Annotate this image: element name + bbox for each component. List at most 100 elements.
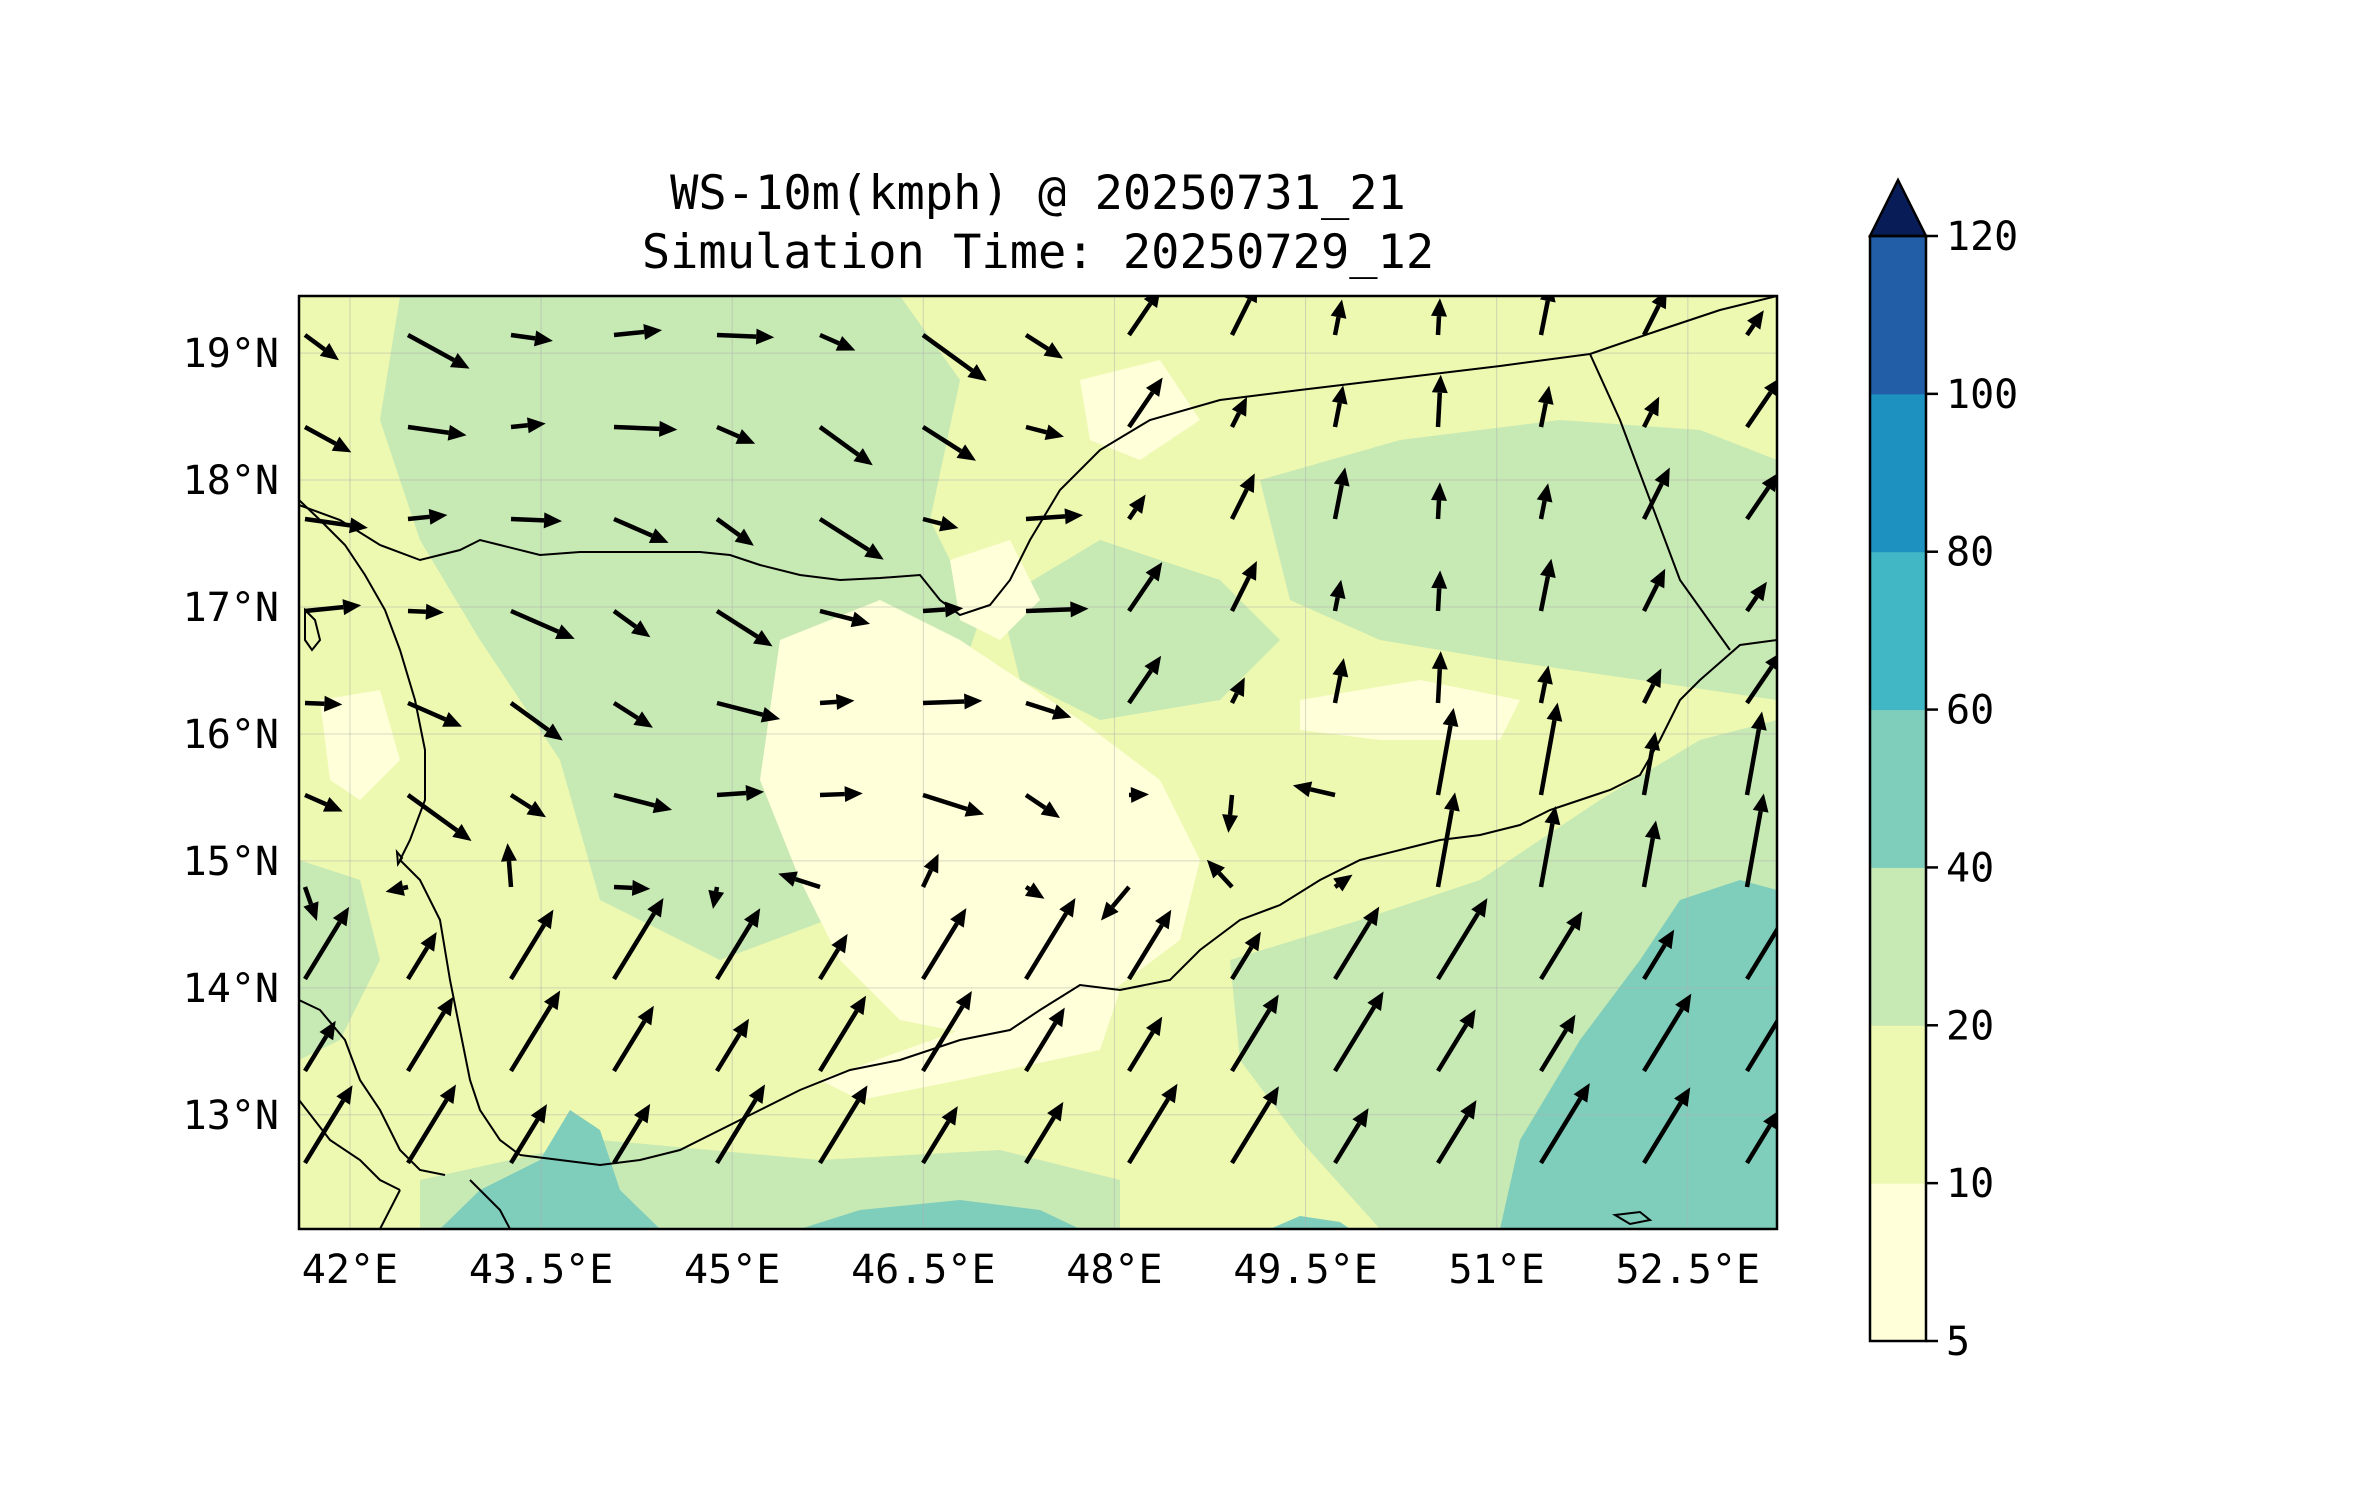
wind-arrow-104 [1744,793,1769,888]
colorbar-segment-3 [1870,709,1926,868]
wind-arrow-92 [500,843,517,888]
wind-arrow-137 [509,1104,547,1165]
wind-arrow-55 [1329,579,1346,612]
lon-tick-label-5: 49.5°E [1233,1247,1378,1293]
wind-arrow-18 [613,420,678,437]
wind-arrow-52 [1025,601,1089,618]
wind-arrow-132 [1539,1014,1576,1073]
coastline-horn-africa [299,999,446,1176]
wind-arrow-1 [406,333,470,369]
colorbar-segment-1 [1870,1025,1926,1184]
wind-arrow-102 [1538,805,1561,888]
wind-arrow-63 [612,701,653,728]
wind-arrow-5 [819,332,856,351]
colorbar-tick-label-2: 20 [1946,1003,1994,1049]
wind-arrow-136 [406,1084,456,1165]
wind-arrow-75 [304,792,343,812]
latitude-tick-labels: 19°N 18°N 17°N 16°N 15°N 14°N 13°N [183,331,279,1139]
colorbar-segment-5 [1870,393,1926,553]
wind-arrow-89 [1744,711,1767,796]
wind-arrow-65 [819,693,855,710]
wind-arrow-149 [1745,1111,1777,1165]
wind-arrow-82 [1024,793,1061,818]
wind-arrow-50 [819,608,871,628]
lon-tick-label-2: 45°E [684,1247,780,1293]
island-socotra [1611,1210,1653,1226]
wind-arrow-8 [1127,296,1160,337]
wind-arrow-13 [1641,296,1667,337]
wind-arrow-116 [1436,898,1488,981]
colorbar-segments [1870,236,1926,1342]
lat-tick-label-6: 13°N [183,1093,279,1139]
wind-arrow-141 [921,1106,958,1165]
wind-arrow-86 [1435,707,1459,796]
wind-arrow-96 [920,853,939,888]
wind-arrow-142 [1024,1101,1064,1165]
ws-40-60-region-southwest [440,1110,660,1229]
wind-arrow-103 [1641,820,1661,888]
wind-arrow-130 [1333,991,1384,1073]
wind-arrow-97 [1024,882,1045,899]
wind-arrow-69 [1229,677,1245,705]
lon-tick-label-1: 43.5°E [469,1247,614,1293]
wind-arrow-133 [1642,993,1692,1073]
wind-arrow-78 [613,792,673,814]
wind-arrow-10 [1330,299,1347,336]
wind-arrow-62 [509,701,563,741]
wind-arrow-19 [716,424,756,444]
border-djibouti [379,1189,401,1229]
wind-arrow-147 [1539,1083,1590,1165]
wind-arrow-36 [922,515,959,532]
wind-arrow-64 [716,700,781,723]
wind-arrow-83 [1128,786,1149,803]
wind-arrow-44 [1745,473,1777,521]
wind-arrow-15 [303,425,352,453]
lon-tick-label-0: 42°E [302,1247,398,1293]
colorbar-tick-label-5: 80 [1946,530,1994,576]
wind-arrow-90 [302,886,319,921]
wind-arrow-4 [716,328,775,345]
wind-arrow-115 [1333,906,1380,981]
wind-arrow-20 [818,425,873,466]
lon-tick-label-7: 52.5°E [1616,1247,1761,1293]
wind-arrow-111 [921,908,967,981]
wind-arrow-59 [1745,581,1767,613]
wind-arrow-58 [1641,568,1666,613]
wind-arrow-54 [1229,561,1257,613]
wind-arrow-37 [1025,508,1084,525]
wind-arrow-23 [1127,377,1163,429]
wind-arrow-3 [613,323,663,340]
wind-arrow-99 [1206,859,1234,889]
wind-arrow-122 [509,990,561,1073]
wind-arrow-14 [1745,310,1764,337]
colorbar-tick-label-1: 10 [1946,1161,1994,1207]
wind-arrow-24 [1229,396,1248,429]
wind-arrow-32 [510,512,563,529]
wind-arrow-79 [716,785,765,801]
wind-arrow-2 [510,330,553,347]
wind-arrow-57 [1538,558,1556,612]
wind-arrow-110 [818,933,848,981]
wind-arrow-22 [1025,424,1064,441]
wind-arrow-145 [1333,1108,1369,1165]
wind-arrow-25 [1331,385,1348,428]
wind-arrow-148 [1642,1087,1691,1165]
wind-arrow-134 [1745,1017,1777,1073]
wind-arrow-74 [1745,654,1777,705]
wind-arrow-47 [510,608,575,640]
border-djibouti-somalia [469,1179,511,1229]
ws-5-10-region-east [1300,680,1520,740]
wind-arrow-60 [304,695,343,712]
wind-arrow-144 [1230,1086,1279,1165]
wind-arrow-91 [385,880,409,896]
lat-tick-label-2: 17°N [183,585,279,631]
wind-arrow-105 [303,906,350,981]
colorbar-tick-label-3: 40 [1946,845,1994,891]
wind-arrow-128 [1127,1016,1163,1073]
map-panel [297,294,1779,1231]
wind-arrow-81 [922,792,985,817]
wind-arrow-27 [1537,385,1554,428]
border-saudi-yemen [299,353,1591,617]
ws-20-40-region-northcenter [1000,540,1280,720]
